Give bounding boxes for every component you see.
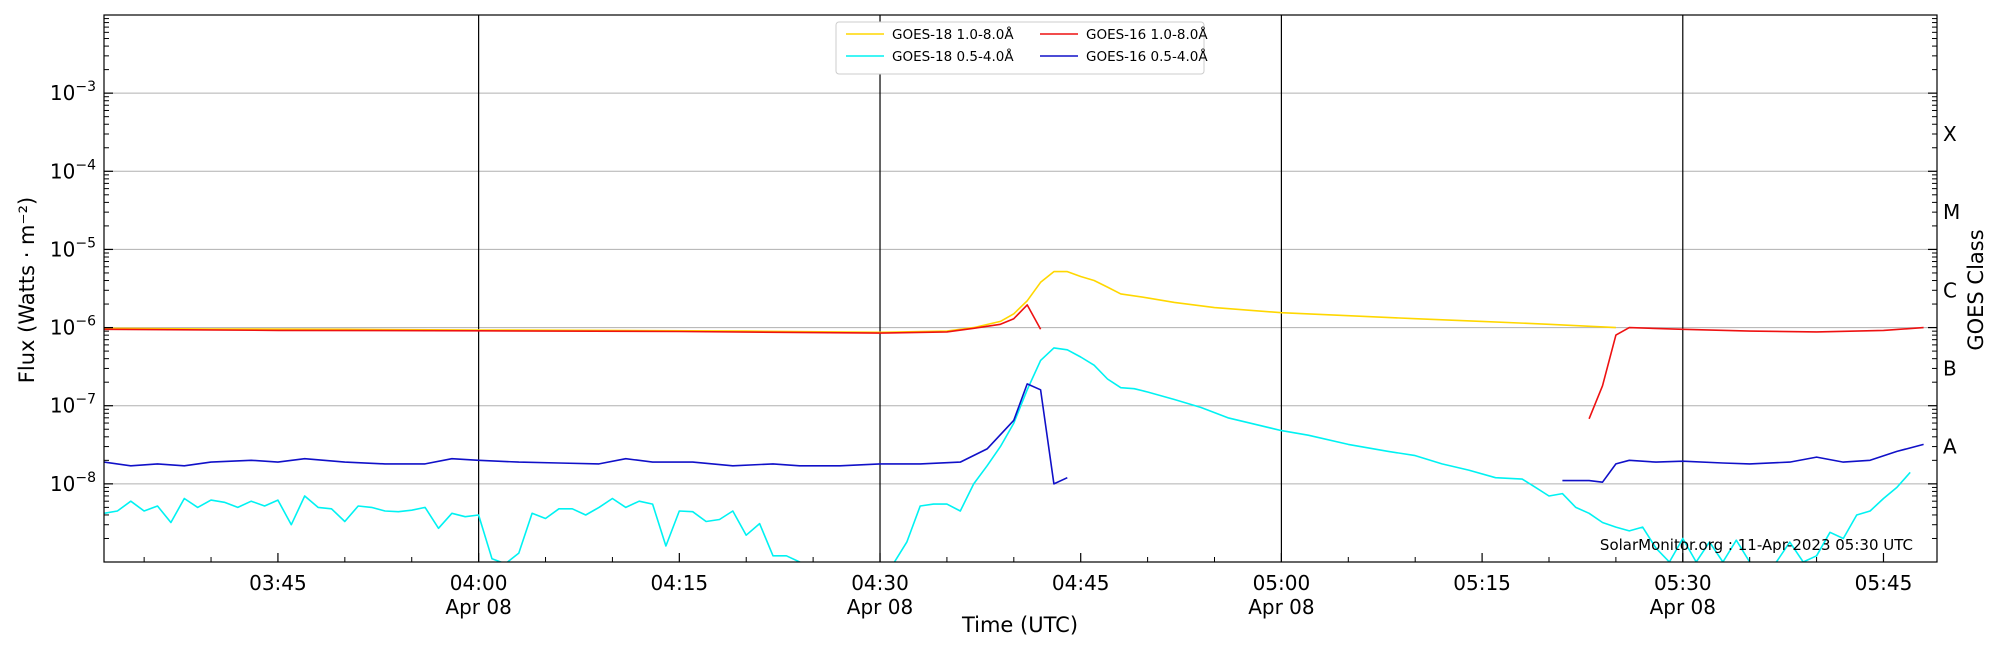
x-tick-label: 03:45 bbox=[249, 571, 307, 595]
y-tick-label: 10−3 bbox=[50, 79, 96, 105]
series-line bbox=[104, 304, 1042, 334]
plot-frame bbox=[103, 14, 1938, 563]
x-tick-label: 04:45 bbox=[1052, 571, 1110, 595]
day-separator-lines bbox=[478, 15, 1684, 562]
y-axis-title: Flux (Watts · m⁻²) bbox=[15, 197, 39, 383]
goes-class-label: X bbox=[1943, 122, 1957, 146]
x-tick-label: 05:30 bbox=[1654, 571, 1712, 595]
series-line bbox=[104, 347, 1911, 562]
credit-text: SolarMonitor.org : 11-Apr-2023 05:30 UTC bbox=[1600, 536, 1913, 554]
goes-class-label: A bbox=[1943, 435, 1957, 459]
x-tick-label: 04:30 bbox=[851, 571, 909, 595]
x-tick-date-label: Apr 08 bbox=[445, 595, 511, 619]
goes-class-label: C bbox=[1943, 278, 1957, 302]
y-tick-label: 10−8 bbox=[50, 470, 96, 496]
axis-ticks bbox=[104, 18, 1937, 562]
legend-label: GOES-16 1.0-8.0Å bbox=[1086, 26, 1208, 43]
x-tick-date-label: Apr 08 bbox=[1650, 595, 1716, 619]
y-tick-label: 10−7 bbox=[50, 392, 96, 418]
legend-label: GOES-18 1.0-8.0Å bbox=[892, 26, 1014, 43]
x-tick-label: 05:45 bbox=[1855, 571, 1913, 595]
legend-label: GOES-18 0.5-4.0Å bbox=[892, 48, 1014, 65]
series-line bbox=[1562, 443, 1924, 483]
x-axis-title: Time (UTC) bbox=[961, 613, 1078, 637]
x-tick-label: 05:00 bbox=[1253, 571, 1311, 595]
legend-box bbox=[835, 21, 1205, 75]
y-tick-label: 10−4 bbox=[50, 157, 96, 183]
x-tick-label: 05:15 bbox=[1453, 571, 1511, 595]
series-line bbox=[104, 383, 1068, 485]
x-tick-date-label: Apr 08 bbox=[1248, 595, 1314, 619]
legend-label: GOES-16 0.5-4.0Å bbox=[1086, 48, 1208, 65]
goes-class-axis-title: GOES Class bbox=[1964, 229, 1988, 350]
x-tick-date-label: Apr 08 bbox=[847, 595, 913, 619]
goes-class-label: M bbox=[1943, 200, 1960, 224]
y-tick-label: 10−5 bbox=[50, 235, 96, 261]
series-line bbox=[1588, 326, 1924, 420]
legend: GOES-18 1.0-8.0Å GOES-18 0.5-4.0Å GOES-16 … bbox=[835, 21, 1208, 75]
flux-series bbox=[104, 270, 1924, 562]
y-tick-label: 10−6 bbox=[50, 314, 96, 340]
goes-class-label: B bbox=[1943, 356, 1957, 380]
x-tick-label: 04:00 bbox=[450, 571, 508, 595]
x-tick-label: 04:15 bbox=[651, 571, 709, 595]
